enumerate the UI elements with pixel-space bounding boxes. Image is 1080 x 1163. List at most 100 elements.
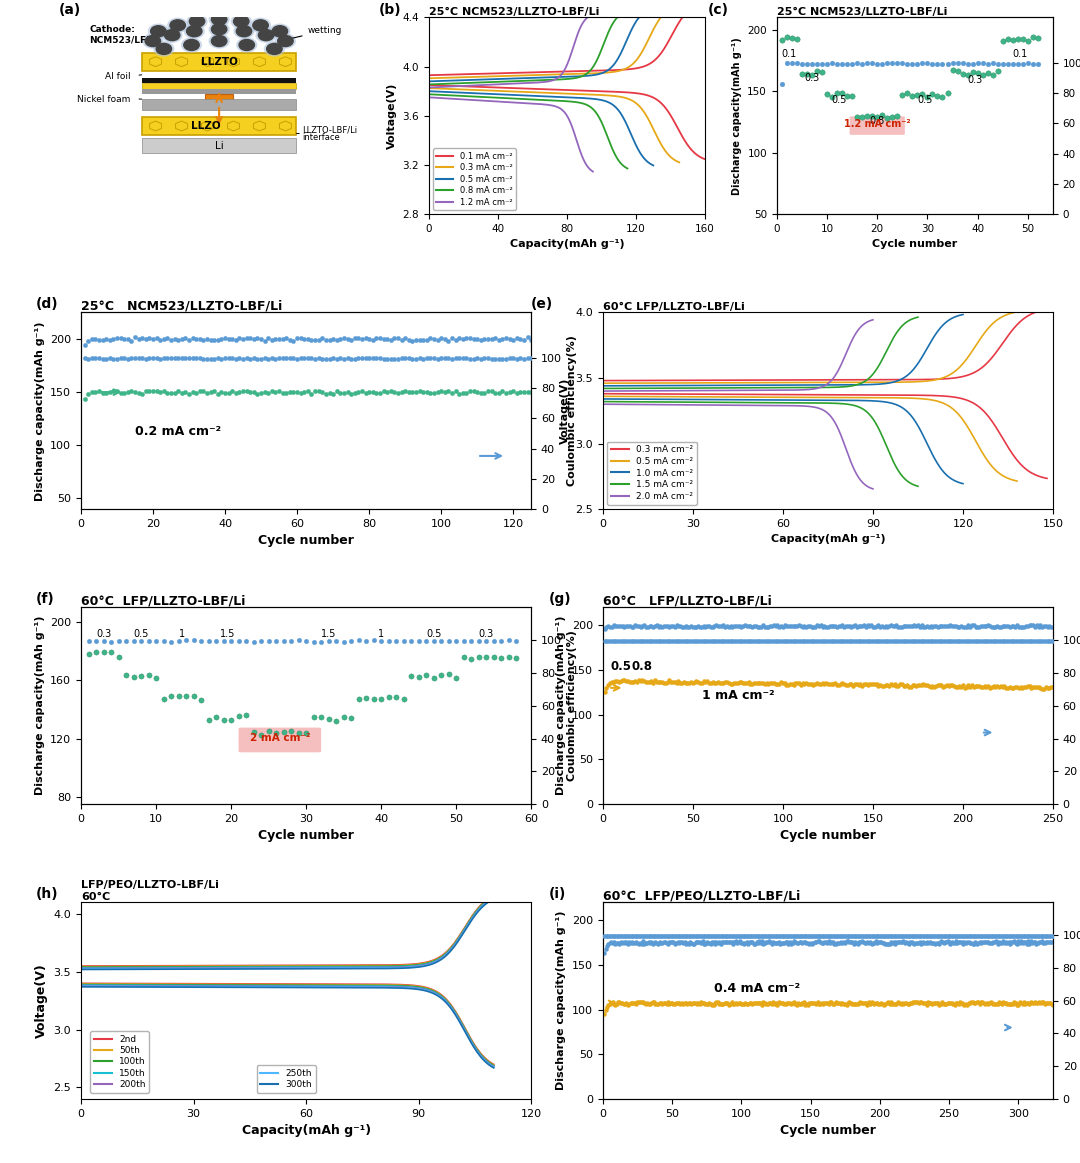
Point [750, 618, 767, 636]
Circle shape [167, 19, 188, 33]
Point [850, 616, 867, 635]
Point [828, 934, 846, 952]
Text: 60°C  LFP/PEO/LLZTO-LBF/Li: 60°C LFP/PEO/LLZTO-LBF/Li [603, 890, 800, 902]
Point [1004, 632, 1022, 650]
Point [669, 616, 686, 635]
Point [698, 933, 715, 951]
Point [643, 672, 660, 691]
Point [1044, 678, 1062, 697]
Point [936, 927, 954, 946]
Point [820, 927, 837, 946]
Point [904, 993, 921, 1012]
Point [611, 927, 629, 946]
Point [753, 618, 770, 636]
Point [912, 933, 929, 951]
Point [170, 349, 187, 368]
Point [877, 994, 894, 1013]
Point [756, 927, 773, 946]
Point [947, 616, 964, 635]
Point [619, 934, 636, 952]
Point [1018, 927, 1036, 946]
Point [1026, 993, 1043, 1012]
Point [904, 676, 921, 694]
Point [733, 632, 751, 650]
Point [899, 55, 916, 73]
Point [860, 927, 877, 946]
Point [643, 927, 660, 946]
Point [1001, 934, 1018, 952]
Point [867, 994, 885, 1013]
Point [848, 675, 865, 693]
Point [599, 632, 617, 650]
Point [447, 669, 464, 687]
Point [307, 330, 324, 349]
Point [807, 632, 824, 650]
Text: Nickel foam: Nickel foam [78, 94, 131, 104]
Point [848, 933, 865, 951]
Point [882, 632, 900, 650]
Point [318, 384, 335, 402]
Point [985, 933, 1002, 951]
Point [657, 933, 674, 951]
Point [761, 632, 779, 650]
Point [523, 383, 540, 401]
Point [744, 675, 761, 693]
Point [782, 616, 799, 635]
Point [699, 672, 716, 691]
Point [632, 618, 649, 636]
Point [393, 330, 410, 349]
Point [854, 994, 872, 1013]
Point [957, 994, 974, 1013]
Point [794, 993, 811, 1012]
Point [613, 934, 631, 952]
Point [699, 632, 716, 650]
Point [627, 927, 645, 946]
Text: 0.2 mA cm⁻²: 0.2 mA cm⁻² [135, 424, 221, 437]
Point [969, 632, 986, 650]
Point [148, 329, 165, 348]
Point [733, 672, 751, 691]
Point [1014, 30, 1031, 49]
Point [912, 618, 929, 636]
Point [691, 632, 708, 650]
Text: (d): (d) [36, 298, 58, 312]
Point [1010, 679, 1027, 698]
Point [980, 632, 997, 650]
Point [278, 384, 295, 402]
Point [180, 349, 198, 368]
Point [723, 927, 740, 946]
Point [281, 330, 298, 349]
Point [629, 632, 646, 650]
Point [1007, 993, 1024, 1012]
Text: 0.5: 0.5 [133, 628, 149, 638]
Point [713, 994, 730, 1013]
Point [913, 927, 930, 946]
Point [946, 934, 963, 952]
Point [1044, 996, 1062, 1014]
Point [690, 933, 707, 951]
Point [86, 383, 104, 401]
Point [913, 616, 930, 635]
Point [1042, 618, 1059, 636]
Point [697, 632, 714, 650]
Point [999, 616, 1016, 635]
Point [858, 993, 875, 1012]
Point [994, 31, 1011, 50]
Point [966, 616, 983, 635]
Point [917, 618, 934, 636]
Point [777, 933, 794, 951]
Point [737, 934, 754, 952]
Point [848, 632, 865, 650]
Point [1015, 678, 1032, 697]
Point [824, 994, 841, 1013]
Point [809, 632, 826, 650]
Point [913, 676, 930, 694]
Point [643, 632, 660, 650]
Point [675, 632, 692, 650]
Point [825, 616, 842, 635]
Point [690, 993, 707, 1012]
Point [726, 632, 743, 650]
Point [469, 349, 486, 368]
Point [598, 998, 616, 1016]
Point [788, 996, 806, 1014]
